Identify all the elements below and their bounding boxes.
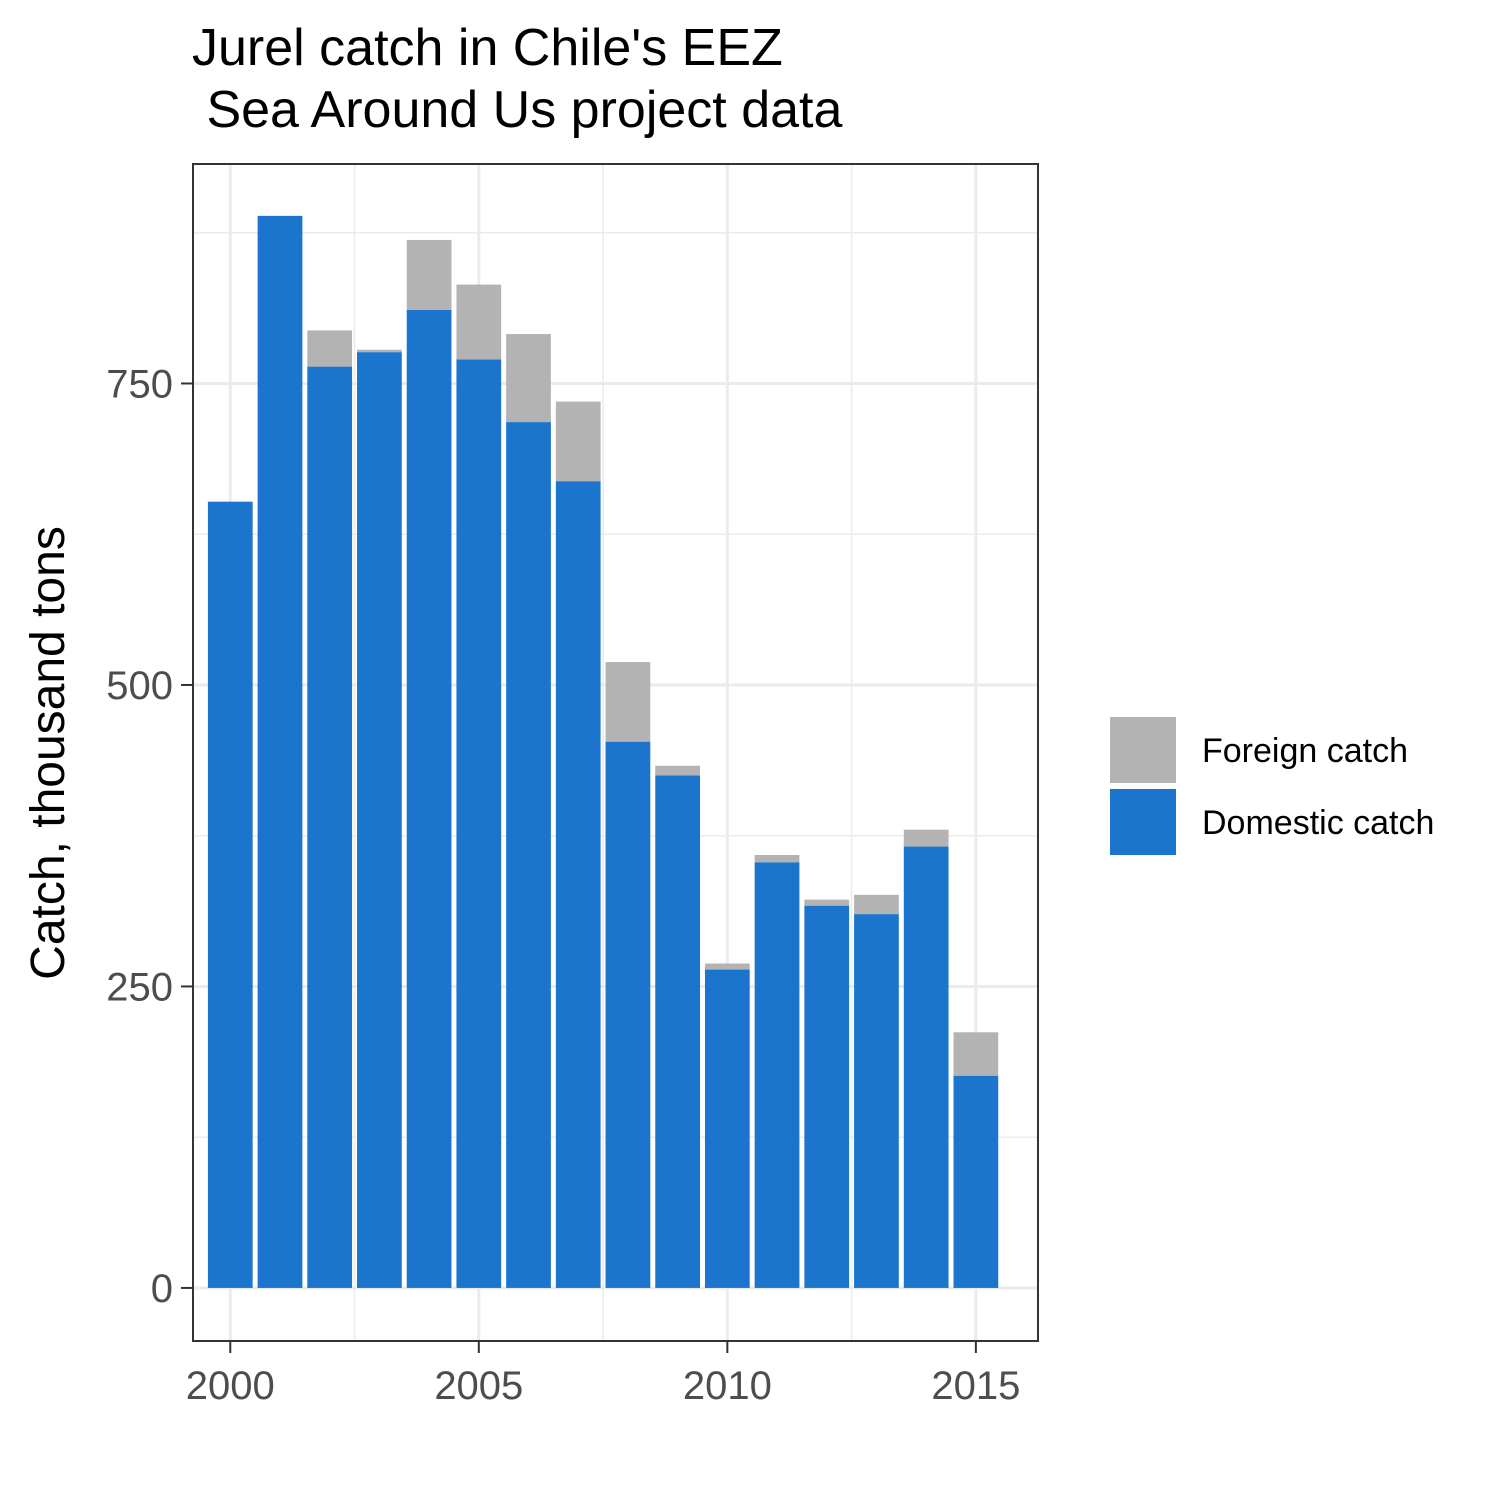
bar-domestic-catch-2004	[406, 309, 452, 1288]
plot-border	[192, 163, 1039, 1342]
bar-domestic-catch-2009	[655, 775, 700, 1288]
bar-domestic-catch-2014	[903, 846, 949, 1288]
bar-foreign-catch-2015	[953, 1032, 999, 1076]
y-axis-title: Catch, thousand tons	[22, 526, 75, 980]
bar-foreign-catch-2004	[406, 239, 452, 310]
bar-domestic-catch-2008	[605, 741, 651, 1288]
bar-foreign-catch-2009	[655, 765, 700, 776]
chart-title-line-1: Jurel catch in Chile's EEZ	[192, 19, 783, 77]
bar-domestic-catch-2012	[804, 905, 850, 1288]
bars	[207, 215, 999, 1288]
y-axis: 0 250 500 750	[106, 362, 193, 1311]
legend-key-foreign-catch	[1110, 717, 1176, 783]
bar-domestic-catch-2002	[307, 366, 353, 1288]
bar-domestic-catch-2000	[207, 501, 253, 1288]
bar-domestic-catch-2013	[854, 914, 899, 1288]
x-tick-label-2005: 2005	[434, 1364, 523, 1408]
bar-foreign-catch-2006	[506, 334, 551, 423]
legend-label-foreign-catch: Foreign catch	[1202, 732, 1408, 770]
chart-title-line-2: Sea Around Us project data	[192, 81, 842, 139]
x-axis: 2000 2005 2010 2015	[186, 1341, 1020, 1408]
bar-foreign-catch-2007	[555, 401, 601, 482]
y-tick-label-250: 250	[106, 965, 173, 1009]
y-tick-label-750: 750	[106, 362, 173, 406]
bar-foreign-catch-2005	[456, 284, 502, 360]
bar-domestic-catch-2005	[456, 359, 502, 1288]
bar-domestic-catch-2003	[357, 352, 402, 1288]
legend-label-domestic-catch: Domestic catch	[1202, 804, 1434, 842]
x-tick-label-2015: 2015	[931, 1364, 1020, 1408]
legend: Foreign catch Domestic catch	[1110, 717, 1434, 855]
x-tick-label-2000: 2000	[186, 1364, 275, 1408]
bar-foreign-catch-2012	[804, 899, 850, 906]
legend-key-domestic-catch	[1110, 789, 1176, 855]
bar-foreign-catch-2013	[854, 894, 899, 915]
bar-foreign-catch-2011	[754, 855, 800, 863]
bar-foreign-catch-2002	[307, 330, 353, 367]
y-tick-label-500: 500	[106, 664, 173, 708]
bar-foreign-catch-2014	[903, 829, 949, 847]
x-tick-label-2010: 2010	[683, 1364, 772, 1408]
bar-domestic-catch-2015	[953, 1075, 999, 1288]
bar-domestic-catch-2006	[506, 422, 551, 1288]
plot-area	[192, 163, 1039, 1342]
bar-foreign-catch-2010	[704, 963, 750, 970]
bar-domestic-catch-2007	[555, 481, 601, 1288]
bar-domestic-catch-2011	[754, 862, 800, 1288]
bar-foreign-catch-2003	[357, 349, 402, 353]
bar-domestic-catch-2010	[704, 969, 750, 1288]
y-tick-label-0: 0	[151, 1267, 173, 1311]
bar-domestic-catch-2001	[257, 215, 303, 1288]
bar-foreign-catch-2008	[605, 662, 651, 742]
